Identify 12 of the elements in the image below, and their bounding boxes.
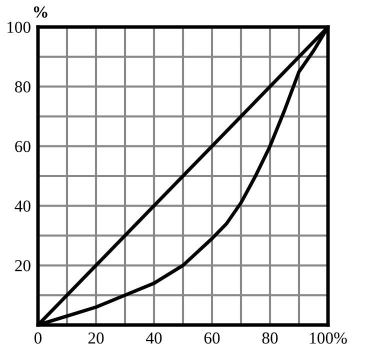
x-tick-label: 80 — [262, 332, 278, 344]
x-tick-label: 60 — [204, 332, 220, 344]
x-tick-label: 100% — [310, 332, 347, 344]
y-tick-label: 40 — [14, 200, 30, 212]
x-tick-label: 40 — [146, 332, 162, 344]
x-tick-label: 0 — [34, 332, 42, 344]
x-tick-label: 20 — [88, 332, 104, 344]
y-tick-label: 60 — [15, 140, 30, 152]
y-tick-label: 20 — [15, 260, 30, 272]
y-tick-label: 100 — [8, 22, 30, 33]
y-axis-title: % — [34, 6, 48, 18]
y-tick-label: 80 — [15, 81, 30, 93]
